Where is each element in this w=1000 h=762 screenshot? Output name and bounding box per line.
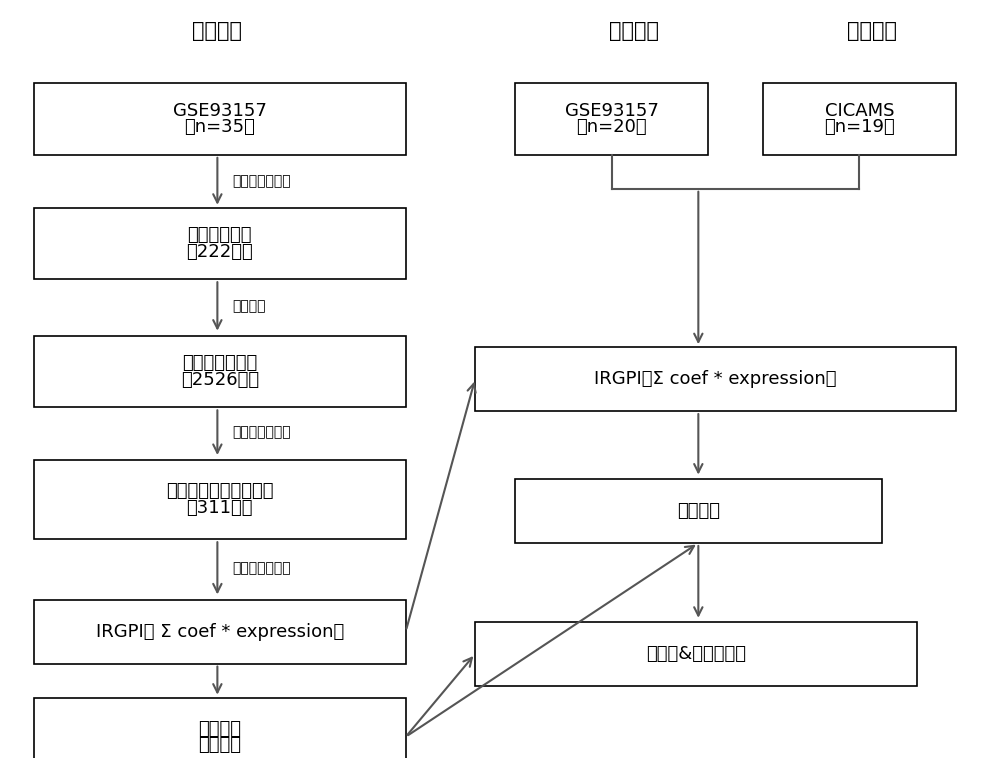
FancyBboxPatch shape — [475, 623, 916, 687]
FancyBboxPatch shape — [475, 347, 956, 411]
Text: 模型验证: 模型验证 — [847, 21, 897, 40]
Text: 模型测试: 模型测试 — [609, 21, 659, 40]
Text: IRGPI（Σ coef * expression）: IRGPI（Σ coef * expression） — [594, 370, 837, 388]
Text: 单因素&多因素分析: 单因素&多因素分析 — [646, 645, 746, 663]
FancyBboxPatch shape — [34, 600, 406, 664]
Text: GSE93157: GSE93157 — [565, 102, 658, 120]
Text: （222个）: （222个） — [186, 243, 253, 261]
Text: 阈值界定: 阈值界定 — [198, 720, 241, 738]
Text: （n=20）: （n=20） — [576, 118, 647, 136]
Text: （2526对）: （2526对） — [181, 371, 259, 389]
Text: 泛癌免疫分析谱: 泛癌免疫分析谱 — [232, 174, 291, 188]
Text: 免疫相关基因: 免疫相关基因 — [188, 226, 252, 244]
FancyBboxPatch shape — [34, 83, 406, 155]
FancyBboxPatch shape — [34, 697, 406, 762]
Text: （n=19）: （n=19） — [824, 118, 895, 136]
Text: （n=35）: （n=35） — [184, 118, 255, 136]
Text: GSE93157: GSE93157 — [173, 102, 267, 120]
FancyBboxPatch shape — [34, 460, 406, 539]
Text: 风险分层: 风险分层 — [198, 736, 241, 754]
Text: 模型构建: 模型构建 — [192, 21, 242, 40]
Text: CICAMS: CICAMS — [825, 102, 894, 120]
FancyBboxPatch shape — [515, 479, 882, 543]
Text: IRGPI（ Σ coef * expression）: IRGPI（ Σ coef * expression） — [96, 623, 344, 641]
Text: 免疫相关基因对: 免疫相关基因对 — [182, 354, 257, 373]
Text: 多因素回归分析: 多因素回归分析 — [232, 562, 291, 575]
FancyBboxPatch shape — [515, 83, 708, 155]
Text: 配对比较: 配对比较 — [232, 299, 266, 313]
Text: 单因素回归分析: 单因素回归分析 — [232, 426, 291, 440]
FancyBboxPatch shape — [763, 83, 956, 155]
FancyBboxPatch shape — [34, 208, 406, 279]
FancyBboxPatch shape — [34, 336, 406, 408]
Text: 风险分层: 风险分层 — [677, 502, 720, 520]
Text: 预测性免疫相关基因对: 预测性免疫相关基因对 — [166, 482, 274, 501]
Text: （311对）: （311对） — [187, 499, 253, 517]
